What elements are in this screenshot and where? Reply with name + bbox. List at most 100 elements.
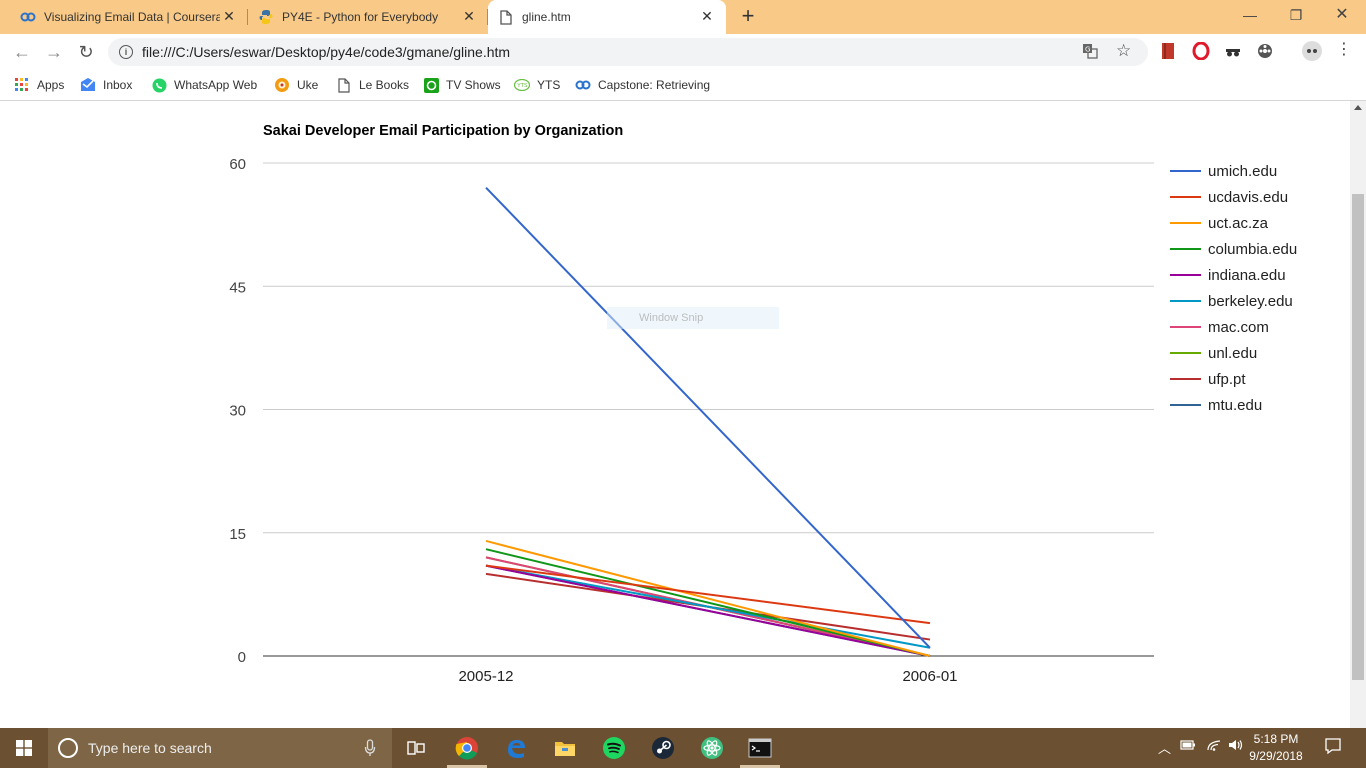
- chrome-icon[interactable]: [453, 734, 481, 762]
- y-tick-label: 15: [229, 526, 246, 543]
- forward-icon[interactable]: →: [45, 42, 63, 62]
- svg-text:G: G: [1085, 46, 1090, 54]
- volume-icon[interactable]: [1228, 738, 1244, 755]
- address-bar[interactable]: i file:///C:/Users/eswar/Desktop/py4e/co…: [108, 38, 1148, 66]
- whatsapp-icon: [151, 77, 167, 93]
- legend-label: indiana.edu: [1208, 267, 1286, 284]
- windows-taskbar: Type here to search ︿ 5:18 PM 9/29/2018: [0, 728, 1366, 768]
- task-view-icon[interactable]: [402, 734, 430, 762]
- bookmark-label: Inbox: [103, 78, 133, 92]
- bookmark-whatsapp[interactable]: WhatsApp Web: [151, 75, 257, 95]
- minimize-icon[interactable]: —: [1243, 7, 1257, 23]
- wifi-icon[interactable]: [1206, 738, 1222, 755]
- profile-avatar-icon[interactable]: [1302, 41, 1322, 61]
- translate-icon[interactable]: G: [1082, 43, 1098, 59]
- svg-text:YTS: YTS: [516, 83, 528, 89]
- reload-icon[interactable]: ↻: [78, 42, 94, 62]
- incognito-extension-icon[interactable]: [1224, 42, 1242, 60]
- spotify-icon[interactable]: [600, 734, 628, 762]
- taskbar-search-placeholder: Type here to search: [88, 740, 212, 756]
- cmd-active-indicator: [740, 765, 780, 768]
- steam-icon[interactable]: [649, 734, 677, 762]
- yts-icon: YTS: [514, 77, 530, 93]
- film-extension-icon[interactable]: [1256, 42, 1274, 60]
- book-extension-icon[interactable]: [1160, 42, 1178, 60]
- tv-icon: [423, 77, 439, 93]
- scroll-up-arrow-icon[interactable]: [1354, 105, 1362, 110]
- close-icon[interactable]: ✕: [463, 8, 475, 24]
- bookmark-apps[interactable]: Apps: [14, 75, 64, 95]
- battery-icon[interactable]: [1180, 738, 1196, 755]
- notifications-icon[interactable]: [1324, 737, 1342, 758]
- bookmark-label: Capstone: Retrieving: [598, 78, 711, 92]
- bookmark-le-books[interactable]: Le Books: [336, 75, 409, 95]
- series-line-indiana-edu: [485, 564, 931, 657]
- y-tick-label: 30: [229, 403, 246, 420]
- series-line-uct-ac-za: [485, 539, 931, 657]
- legend-label: mac.com: [1208, 319, 1269, 336]
- windows-start-icon[interactable]: [0, 728, 48, 768]
- bookmark-label: WhatsApp Web: [174, 78, 258, 92]
- chrome-active-indicator: [447, 765, 487, 768]
- coursera-icon: [575, 77, 591, 93]
- bookmark-capstone[interactable]: Capstone: Retrieving: [575, 75, 710, 95]
- legend-label: ufp.pt: [1208, 371, 1246, 388]
- url-text[interactable]: file:///C:/Users/eswar/Desktop/py4e/code…: [142, 44, 511, 60]
- bookmark-uke[interactable]: Uke: [274, 75, 318, 95]
- file-icon: [498, 9, 514, 25]
- y-tick-label: 60: [229, 156, 246, 173]
- menu-kebab-icon[interactable]: ⋮: [1336, 41, 1352, 58]
- clock-date: 9/29/2018: [1249, 749, 1303, 763]
- bookmark-tv-shows[interactable]: TV Shows: [423, 75, 501, 95]
- tab-gline[interactable]: gline.htm ✕: [488, 0, 726, 34]
- taskbar-search-box[interactable]: Type here to search: [48, 728, 392, 768]
- window-close-icon[interactable]: ✕: [1335, 6, 1349, 23]
- taskbar-clock[interactable]: 5:18 PM 9/29/2018: [1248, 731, 1304, 765]
- x-tick-label: 2006-01: [902, 668, 957, 685]
- page-scrollbar[interactable]: [1350, 101, 1366, 728]
- close-icon[interactable]: ✕: [701, 8, 713, 24]
- bookmark-label: YTS: [537, 78, 561, 92]
- series-line-berkeley-edu: [485, 564, 931, 649]
- bookmark-label: Apps: [37, 78, 65, 92]
- restore-icon[interactable]: ❐: [1289, 7, 1303, 23]
- tray-expand-icon[interactable]: ︿: [1158, 741, 1172, 756]
- legend-label: umich.edu: [1208, 163, 1277, 180]
- y-tick-label: 45: [229, 279, 246, 296]
- opera-extension-icon[interactable]: [1192, 41, 1210, 61]
- close-icon[interactable]: ✕: [223, 8, 235, 24]
- edge-icon[interactable]: [502, 734, 530, 762]
- legend-label: columbia.edu: [1208, 241, 1297, 258]
- series-line-umich-edu: [485, 186, 931, 649]
- new-tab-button[interactable]: +: [741, 3, 755, 28]
- microphone-icon[interactable]: [364, 738, 376, 758]
- line-chart: Sakai Developer Email Participation by O…: [229, 123, 1297, 685]
- atom-icon[interactable]: [698, 734, 726, 762]
- tab-strip: Visualizing Email Data | Coursera ✕ PY4E…: [0, 0, 1366, 34]
- bookmark-label: Uke: [297, 78, 319, 92]
- window-snip-overlay: Window Snip: [607, 307, 779, 329]
- tab-coursera[interactable]: Visualizing Email Data | Coursera ✕: [0, 0, 248, 34]
- info-icon[interactable]: i: [119, 45, 133, 59]
- bookmark-label: TV Shows: [446, 78, 501, 92]
- tab-py4e[interactable]: PY4E - Python for Everybody ✕: [248, 0, 488, 34]
- bookmark-inbox[interactable]: Inbox: [80, 75, 132, 95]
- bookmarks-bar: Apps Inbox WhatsApp Web Uke Le Books TV …: [0, 70, 1366, 101]
- tab-title: PY4E - Python for Everybody: [282, 10, 439, 24]
- scroll-thumb[interactable]: [1352, 194, 1364, 680]
- tab-title: gline.htm: [522, 10, 571, 24]
- cmd-icon[interactable]: [746, 734, 774, 762]
- bookmark-label: Le Books: [359, 78, 410, 92]
- bookmark-star-icon[interactable]: ☆: [1116, 41, 1132, 60]
- bookmark-yts[interactable]: YTS YTS: [514, 75, 560, 95]
- python-icon: [258, 9, 274, 25]
- back-icon[interactable]: ←: [13, 42, 31, 62]
- legend-label: berkeley.edu: [1208, 293, 1293, 310]
- page-content: Sakai Developer Email Participation by O…: [0, 101, 1350, 728]
- legend-label: unl.edu: [1208, 345, 1257, 362]
- legend-label: uct.ac.za: [1208, 215, 1269, 232]
- file-explorer-icon[interactable]: [551, 734, 579, 762]
- series-line-columbia-edu: [485, 548, 931, 657]
- inbox-icon: [80, 77, 96, 93]
- file-icon: [336, 77, 352, 93]
